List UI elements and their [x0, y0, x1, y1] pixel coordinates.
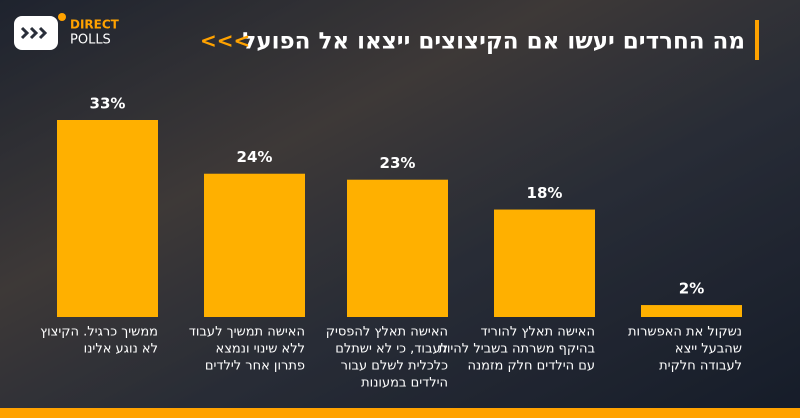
bottom-strip [0, 408, 800, 418]
logo-text: POLLS [70, 33, 111, 48]
category-label: ממשיך כרגיל. הקיצוץ [40, 325, 158, 340]
category-label: בהיקף משרתה בשביל להיות [438, 342, 595, 357]
category-label: פתרון אחר לילדים [205, 359, 305, 374]
category-label: האישה תאלץ להפסיק [326, 325, 448, 340]
category-label: הילדים במעונות [361, 376, 448, 391]
bar [641, 305, 742, 317]
category-label: האישה תמשיך לעבוד [189, 325, 305, 340]
logo: DIRECT POLLS [14, 13, 120, 50]
category-label: כלכלית לשלם עבור [341, 359, 449, 374]
logo-text: DIRECT [70, 18, 120, 32]
chart-title: מה החרדים יעשו אם הקיצוצים ייצאו אל הפוע… [242, 29, 745, 55]
logo-arrows [20, 26, 48, 40]
bar [494, 209, 595, 317]
value-label: 18% [527, 184, 563, 202]
bar [204, 173, 305, 317]
logo-dot [58, 13, 66, 21]
category-label: ללא שינוי ונמצא [216, 342, 305, 357]
value-label: 2% [679, 280, 704, 298]
title-bar [755, 20, 759, 60]
value-label: 33% [90, 95, 126, 113]
value-label: 24% [237, 148, 273, 166]
bar [57, 120, 158, 317]
category-label: עם הילדים חלק מזמנה [467, 359, 595, 374]
category-label: נשקול את האפשרות [628, 325, 742, 340]
category-label: לעבוד, כי לא ישתלם [335, 342, 448, 357]
category-label: לא נוגע אלינו [84, 342, 158, 357]
category-label: שהבעל ייצא [675, 342, 742, 357]
category-label: לעבודה חלקית [659, 359, 742, 374]
value-label: 23% [380, 154, 416, 172]
title-arrows: <<< [200, 29, 250, 53]
bar [347, 179, 448, 317]
category-label: האישה תאלץ להוריד [481, 325, 595, 340]
